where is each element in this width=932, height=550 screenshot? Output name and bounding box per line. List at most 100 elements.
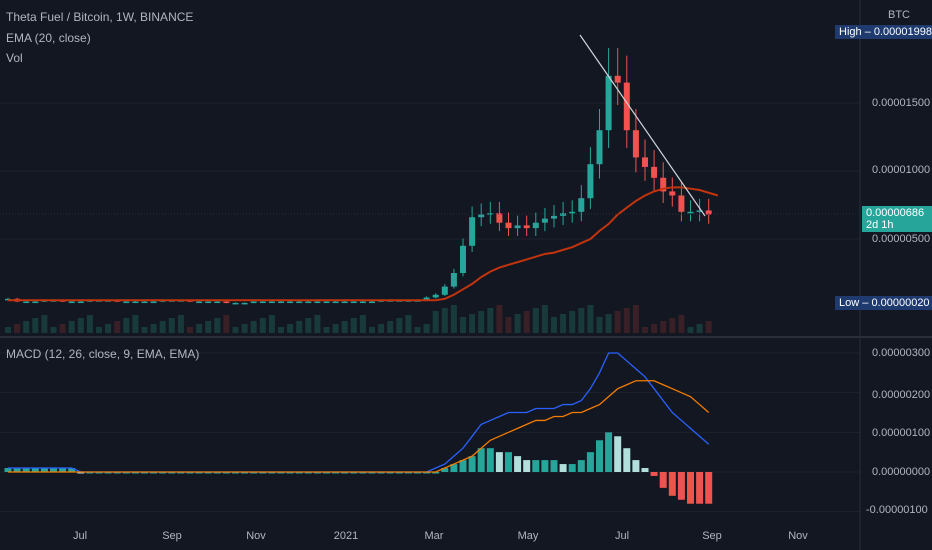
volume-bar — [350, 318, 357, 333]
volume-bar — [523, 311, 530, 333]
macd-histogram-bar — [122, 472, 130, 474]
candle-body — [77, 301, 84, 304]
volume-bar — [496, 305, 503, 333]
macd-histogram-bar — [495, 452, 503, 472]
trendline — [579, 34, 706, 217]
candle-body — [478, 214, 485, 218]
candle-body — [705, 210, 712, 215]
macd-histogram-bar — [668, 472, 676, 496]
macd-histogram-bar — [59, 468, 67, 472]
macd-histogram-bar — [213, 472, 221, 474]
macd-histogram-bar — [614, 436, 622, 472]
macd-histogram-bar — [313, 472, 321, 474]
volume-bar — [369, 327, 375, 333]
candle-body — [268, 301, 275, 304]
macd-histogram-bar — [259, 472, 267, 474]
candle-body — [460, 245, 466, 273]
macd-histogram-bar — [414, 472, 421, 474]
macd-histogram-bar — [450, 464, 458, 472]
volume-bar — [532, 308, 539, 333]
volume-bar — [314, 315, 321, 333]
ema-legend[interactable]: EMA (20, close) — [6, 31, 91, 45]
candle-body — [532, 222, 539, 229]
macd-histogram-bar — [468, 456, 476, 472]
candle-body — [132, 301, 139, 304]
candle-body — [496, 213, 503, 223]
macd-legend[interactable]: MACD (12, 26, close, 9, EMA, EMA) — [6, 347, 200, 361]
candle-body — [687, 211, 694, 214]
volume-bar — [5, 327, 11, 333]
volume-bar — [478, 311, 485, 333]
macd-histogram-bar — [95, 472, 103, 474]
candle-body — [623, 82, 630, 131]
macd-histogram-bar — [177, 472, 185, 474]
macd-histogram-bar — [541, 460, 549, 472]
candle-body — [669, 191, 676, 196]
candle-body — [223, 301, 230, 304]
macd-histogram-bar — [568, 464, 576, 472]
volume-bar — [569, 311, 576, 333]
symbol-title[interactable]: Theta Fuel / Bitcoin, 1W, BINANCE — [6, 10, 194, 24]
macd-histogram-bar — [368, 472, 376, 474]
candle-body — [278, 301, 284, 304]
volume-bar — [150, 324, 157, 333]
volume-bar — [605, 314, 612, 333]
candle-body — [541, 218, 548, 223]
volume-bar — [387, 321, 394, 333]
volume-bar — [105, 324, 112, 333]
candle-body — [441, 286, 448, 295]
macd-histogram-bar — [268, 472, 276, 474]
candle-body — [505, 222, 512, 229]
volume-bar — [669, 318, 676, 333]
currency-label: BTC — [888, 9, 910, 21]
macd-histogram-bar — [286, 472, 294, 474]
volume-bar — [132, 315, 139, 333]
time-label: Sep — [702, 530, 722, 542]
candle-body — [487, 213, 494, 215]
volume-bar — [441, 308, 448, 333]
volume-bar — [396, 318, 403, 333]
macd-histogram-bar — [68, 468, 76, 472]
macd-histogram-bar — [404, 472, 412, 474]
candle-body — [632, 130, 639, 158]
volume-bar — [187, 327, 193, 333]
candle-body — [296, 301, 303, 304]
volume-bar — [86, 315, 93, 333]
candle-body — [469, 217, 476, 246]
volume-bars — [5, 305, 712, 333]
time-label: Nov — [246, 530, 266, 542]
macd-histogram-bar — [204, 472, 212, 474]
last-price-value: 0.00000686 — [866, 207, 925, 219]
macd-histogram-bar — [304, 472, 312, 474]
macd-histogram-bar — [477, 448, 485, 472]
macd-histogram-bar — [423, 472, 431, 474]
ema-line — [8, 186, 719, 302]
time-label: Jul — [614, 530, 630, 542]
volume-bar — [177, 315, 184, 333]
candle-body — [23, 301, 30, 304]
macd-histogram-bar — [104, 472, 112, 474]
volume-bar — [460, 317, 466, 333]
macd-histogram-bar — [4, 468, 12, 472]
volume-bar — [196, 324, 203, 333]
macd-histogram-bar — [432, 472, 440, 474]
candle-body — [569, 211, 576, 214]
candle-body — [32, 301, 39, 304]
macd-histogram-bar — [659, 472, 667, 488]
macd-histogram-bar — [250, 472, 258, 474]
candle-body — [205, 301, 212, 304]
candle-body — [660, 177, 667, 192]
macd-histogram-bar — [514, 456, 522, 472]
volume-bar — [432, 311, 439, 333]
macd-histogram-bar — [486, 448, 494, 472]
bar-countdown: 2d 1h — [866, 219, 894, 231]
volume-bar — [232, 327, 239, 333]
macd-histogram-bar — [241, 472, 249, 474]
volume-bar — [114, 321, 121, 333]
signal-line — [8, 380, 710, 473]
candle-body — [241, 302, 248, 305]
macd-histogram — [4, 432, 713, 504]
candle-body — [232, 302, 239, 305]
volume-legend[interactable]: Vol — [6, 51, 23, 65]
